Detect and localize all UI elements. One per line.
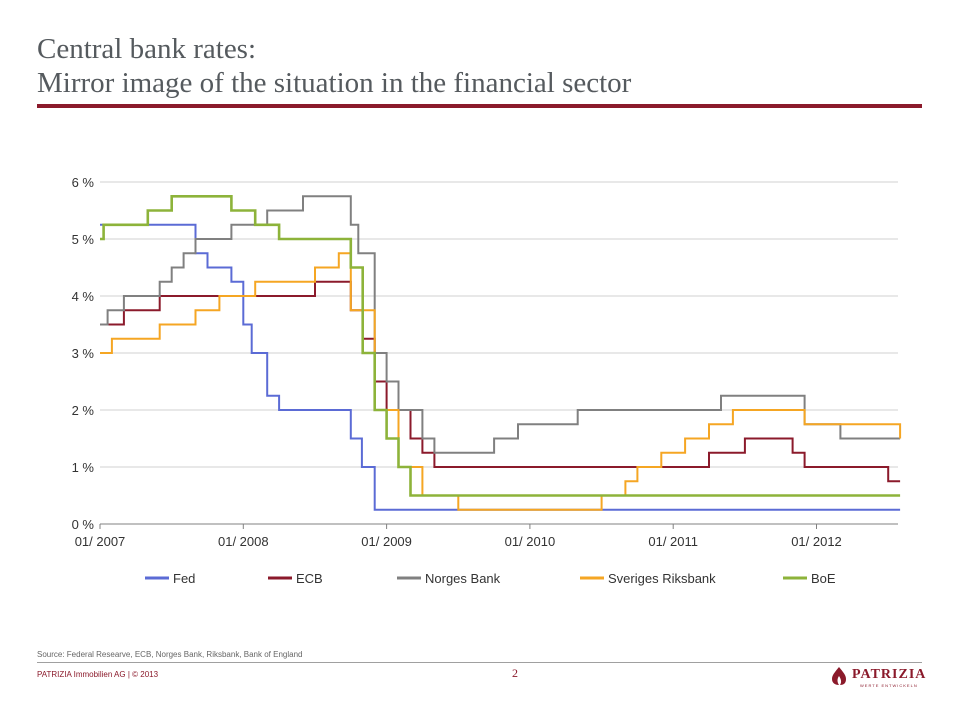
title-line-1: Central bank rates: [37, 33, 257, 65]
legend-label-norges-bank: Norges Bank [425, 571, 501, 586]
axes: 0 % 1 % 2 % 3 % 4 % 5 % 6 % 01/ 2007 01/ 2008 01/… [72, 175, 898, 549]
logo-wordmark: PATRIZIA [852, 667, 927, 682]
footer-company: PATRIZIA Immobilien AG | © 2013 [37, 670, 159, 679]
logo-tagline: WERTE ENTWICKELN [860, 683, 918, 688]
y-tick-label: 4 % [72, 289, 95, 304]
flame-icon [832, 667, 846, 685]
series-line-norges-bank [100, 195, 901, 454]
patrizia-logo: PATRIZIA WERTE ENTWICKELN [828, 666, 928, 690]
series-line-boe [100, 195, 901, 497]
y-tick-label: 3 % [72, 346, 95, 361]
legend-label-fed: Fed [173, 571, 195, 586]
legend-label-boe: BoE [811, 571, 836, 586]
page-title: Central bank rates: Mirror image of the … [37, 32, 631, 100]
x-tick-label: 01/ 2008 [218, 534, 269, 549]
x-tick-label: 01/ 2009 [361, 534, 412, 549]
series-lines [100, 195, 902, 511]
y-tick-label: 0 % [72, 517, 95, 532]
x-tick-label: 01/ 2007 [75, 534, 126, 549]
title-line-2: Mirror image of the situation in the fin… [37, 67, 632, 99]
y-tick-label: 1 % [72, 460, 95, 475]
legend-label-sveriges-riksbank: Sveriges Riksbank [608, 571, 716, 586]
series-line-sveriges-riksbank [100, 252, 902, 511]
x-tick-label: 01/ 2012 [791, 534, 842, 549]
title-rule [37, 104, 922, 108]
footer-divider [37, 662, 922, 663]
series-line-fed [100, 223, 901, 511]
legend: Fed ECB Norges Bank Sveriges Riksbank BoE [145, 571, 836, 586]
grid-lines [100, 181, 898, 468]
source-note: Source: Federal Researve, ECB, Norges Ba… [37, 650, 303, 659]
y-tick-label: 2 % [72, 403, 95, 418]
rates-chart: 0 % 1 % 2 % 3 % 4 % 5 % 6 % 01/ 2007 01/ 2008 01/… [72, 175, 902, 586]
page-number: 2 [512, 666, 518, 680]
x-tick-label: 01/ 2011 [648, 534, 698, 549]
x-tick-label: 01/ 2010 [505, 534, 556, 549]
y-tick-label: 6 % [72, 175, 95, 190]
series-line-ecb [100, 280, 901, 483]
legend-label-ecb: ECB [296, 571, 323, 586]
y-tick-label: 5 % [72, 232, 95, 247]
